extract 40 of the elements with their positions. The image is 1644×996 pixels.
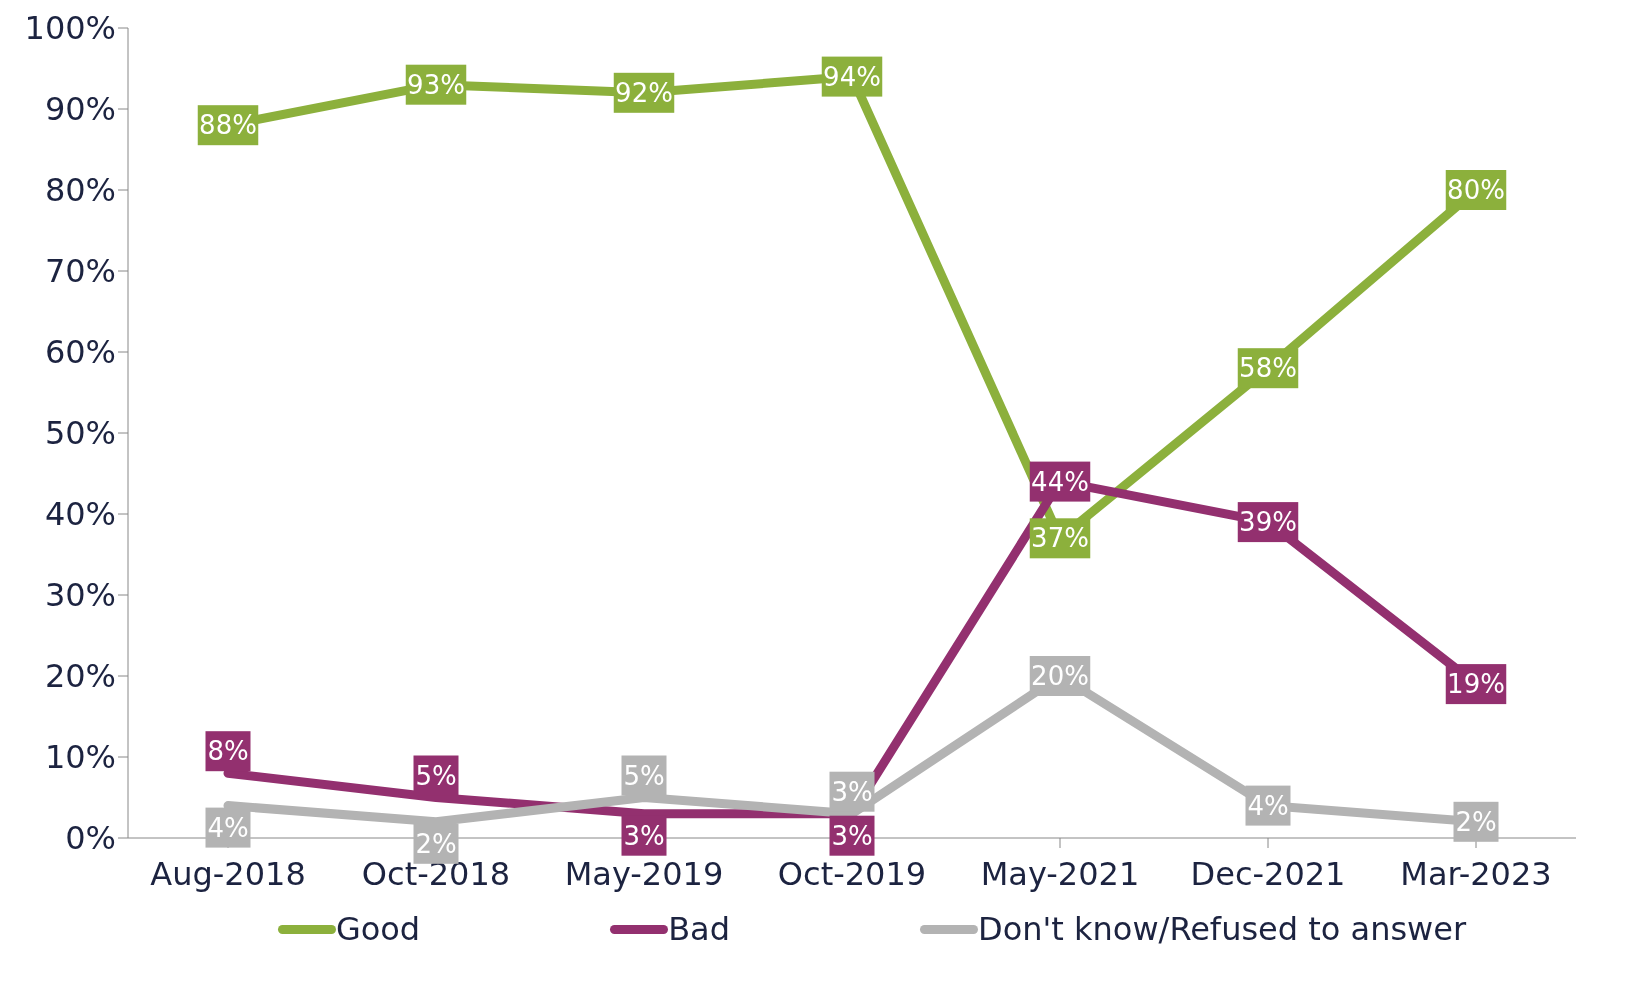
data-label: 93% bbox=[407, 69, 465, 100]
y-tick-label: 0% bbox=[65, 819, 116, 858]
y-tick-label: 50% bbox=[44, 414, 116, 453]
data-label: 4% bbox=[1247, 790, 1289, 821]
data-label: 3% bbox=[623, 820, 665, 851]
data-label: 20% bbox=[1031, 661, 1089, 691]
legend-label: Good bbox=[335, 910, 421, 948]
data-label: 3% bbox=[831, 820, 873, 851]
data-label: 5% bbox=[623, 760, 665, 791]
x-tick-label: May-2019 bbox=[564, 854, 724, 893]
data-label: 5% bbox=[415, 760, 457, 791]
data-label: 80% bbox=[1447, 175, 1505, 205]
y-tick-label: 100% bbox=[24, 9, 116, 48]
data-label: 58% bbox=[1239, 353, 1297, 384]
x-tick-label: Oct-2019 bbox=[777, 854, 927, 893]
data-label: 44% bbox=[1031, 466, 1089, 497]
y-tick-label: 40% bbox=[44, 495, 116, 534]
data-label: 19% bbox=[1447, 669, 1505, 700]
data-label: 94% bbox=[823, 61, 881, 92]
x-tick-label: Dec-2021 bbox=[1190, 854, 1346, 893]
y-tick-label: 70% bbox=[44, 252, 116, 291]
y-tick-label: 60% bbox=[44, 333, 116, 372]
data-label: 8% bbox=[207, 736, 249, 767]
legend-label: Bad bbox=[668, 910, 731, 948]
y-tick-label: 30% bbox=[44, 576, 116, 615]
data-label: 37% bbox=[1031, 523, 1089, 554]
x-tick-label: Mar-2023 bbox=[1400, 854, 1552, 893]
x-tick-label: May-2021 bbox=[980, 854, 1140, 893]
data-label: 2% bbox=[1455, 806, 1497, 837]
data-label: 39% bbox=[1239, 507, 1297, 538]
data-label: 92% bbox=[615, 77, 673, 108]
y-tick-label: 80% bbox=[44, 171, 116, 210]
data-label: 3% bbox=[831, 776, 873, 807]
y-tick-label: 10% bbox=[44, 738, 116, 777]
x-tick-label: Aug-2018 bbox=[150, 854, 306, 893]
y-tick-label: 90% bbox=[44, 90, 116, 129]
y-tick-label: 20% bbox=[44, 657, 116, 696]
data-label: 88% bbox=[199, 110, 257, 141]
data-label: 4% bbox=[207, 812, 249, 843]
legend-label: Don't know/Refused to answer bbox=[978, 910, 1467, 948]
